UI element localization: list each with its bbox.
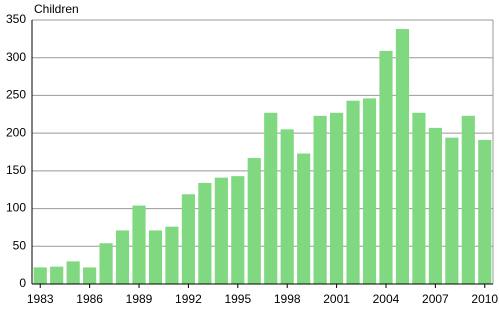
x-tick-label: 1989 (126, 292, 153, 306)
bar (198, 182, 212, 284)
bar (264, 112, 278, 284)
bar (214, 177, 228, 284)
bar (99, 243, 113, 284)
y-tick-label: 350 (6, 12, 26, 26)
bar (330, 112, 344, 284)
bar (445, 137, 459, 284)
bar (83, 267, 97, 284)
bar (148, 230, 163, 284)
x-tick-label: 1998 (274, 292, 301, 306)
x-tick-label: 1992 (175, 292, 202, 306)
bar (132, 205, 146, 284)
bar (50, 266, 64, 284)
x-tick-label: 1983 (27, 292, 54, 306)
bar (231, 176, 245, 284)
bar (461, 115, 475, 285)
y-tick-label: 250 (6, 88, 26, 102)
bar (115, 230, 130, 284)
y-axis-label: Children (34, 2, 79, 16)
bar (33, 267, 47, 284)
x-tick-label: 2010 (471, 292, 498, 306)
x-tick-label: 1986 (76, 292, 103, 306)
x-tick-label: 2004 (373, 292, 400, 306)
y-tick-label: 0 (19, 276, 26, 290)
y-tick-label: 200 (6, 125, 26, 139)
bar (395, 29, 410, 285)
bar (379, 50, 393, 284)
x-tick-label: 2007 (422, 292, 449, 306)
y-tick-label: 150 (6, 163, 26, 177)
y-tick-label: 100 (6, 201, 26, 215)
bar (478, 139, 492, 284)
bar (280, 129, 294, 284)
bar (165, 226, 179, 284)
x-tick-label: 2001 (323, 292, 350, 306)
bar (66, 261, 80, 284)
bar (428, 127, 442, 284)
bar (247, 158, 261, 284)
bar (181, 194, 195, 284)
bar (313, 115, 327, 285)
y-tick-label: 300 (6, 50, 26, 64)
bar (297, 153, 311, 284)
x-tick-label: 1995 (224, 292, 251, 306)
y-tick-label: 50 (13, 238, 27, 252)
bar (362, 98, 377, 285)
bar (346, 100, 360, 284)
bar (412, 112, 426, 284)
